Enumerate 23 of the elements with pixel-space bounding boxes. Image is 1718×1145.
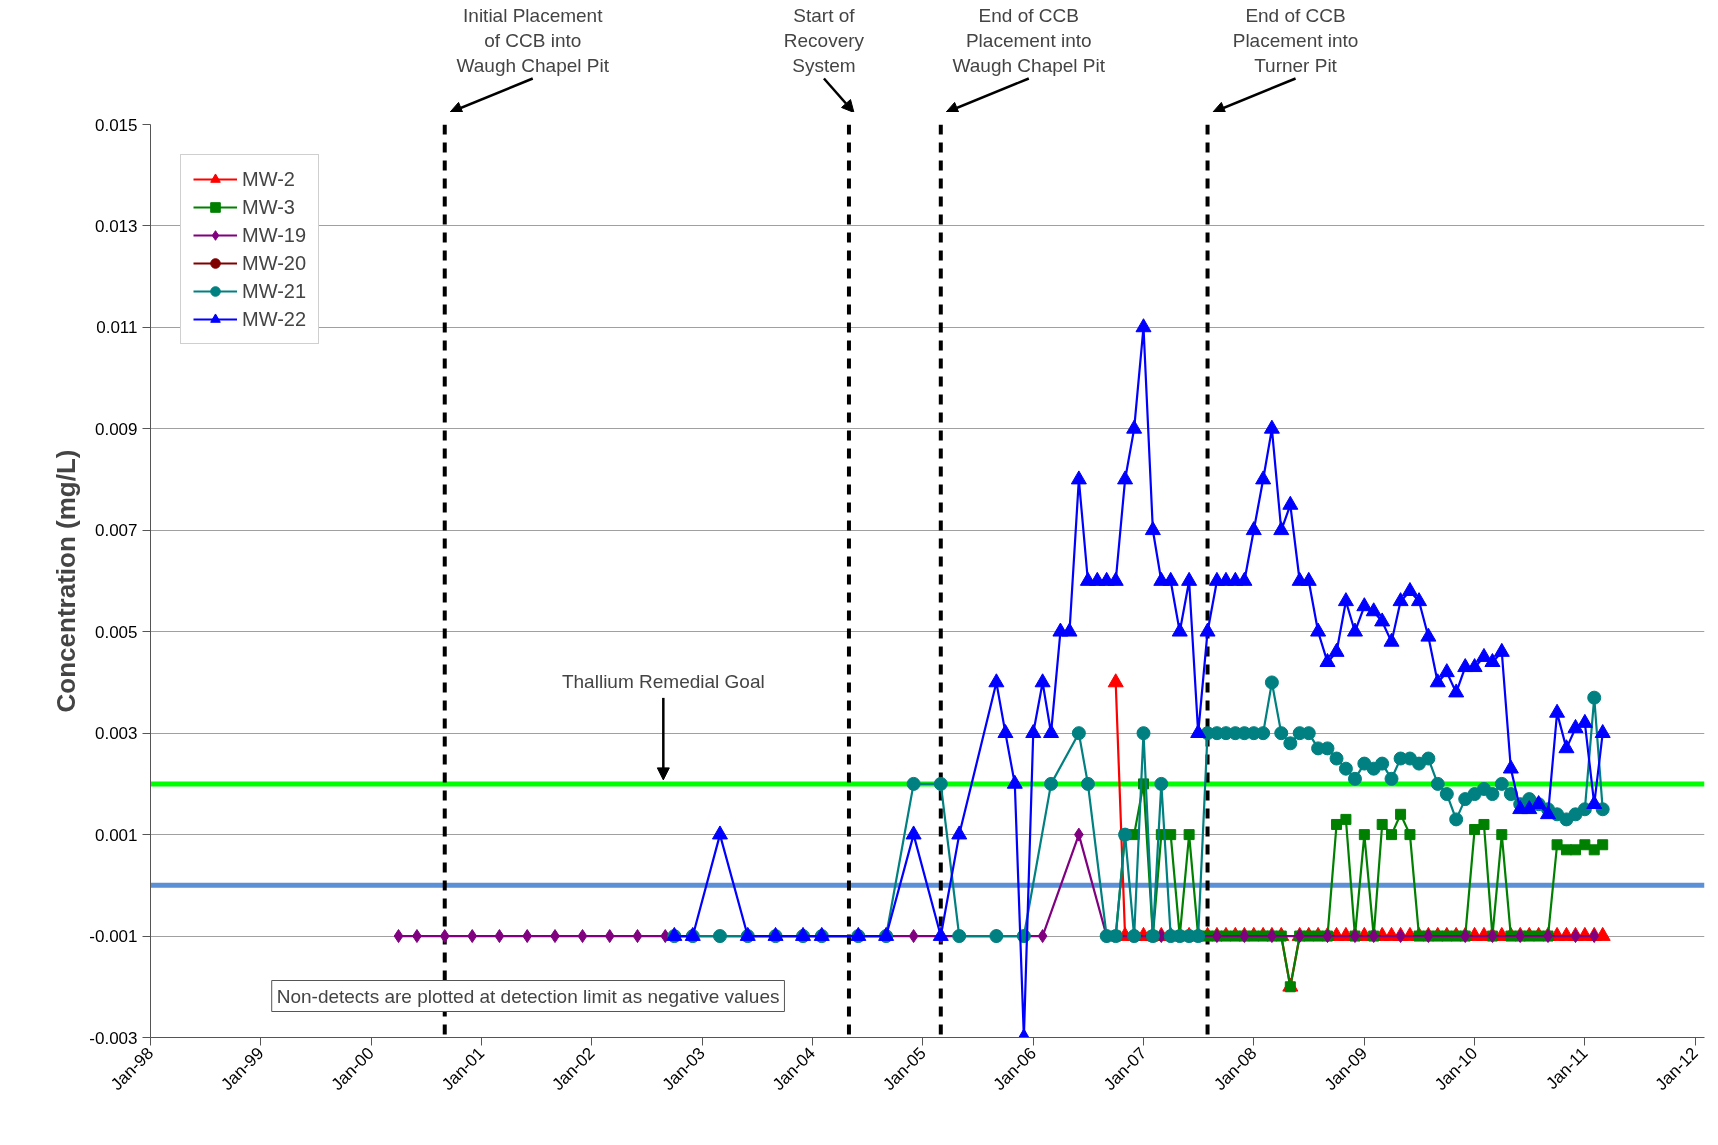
y-tick-label: 0.005 — [94, 622, 138, 642]
legend-label: MW-21 — [242, 279, 307, 303]
y-tick-label: 0.003 — [94, 724, 138, 744]
y-tick-label: 0.007 — [94, 521, 138, 541]
legend-label: MW-22 — [242, 307, 307, 331]
y-tick-label: 0.001 — [94, 825, 138, 845]
y-tick-label: 0.009 — [94, 419, 138, 439]
ref-line-label: End of CCB Placement into Turner Pit — [1232, 4, 1359, 76]
ref-line-label: Initial Placement of CCB into Waugh Chapel Pit — [456, 4, 610, 76]
y-tick-label: 0.015 — [94, 115, 138, 135]
legend-label: MW-19 — [242, 223, 307, 247]
ref-line-label: Thallium Remedial Goal — [561, 670, 765, 692]
legend-label: MW-2 — [242, 167, 295, 191]
legend-label: MW-20 — [242, 251, 307, 275]
y-tick-label: -0.003 — [89, 1028, 138, 1048]
ref-line-label: End of CCB Placement into Waugh Chapel Pit — [952, 4, 1106, 76]
annotation: Non-detects are plotted at detection limit as negative values — [276, 985, 780, 1007]
y-tick-label: 0.011 — [96, 318, 138, 338]
legend-label: MW-3 — [242, 195, 295, 219]
y-tick-label: -0.001 — [89, 927, 138, 947]
y-tick-label: 0.013 — [94, 216, 138, 236]
ref-line-label: Start of Recovery System — [783, 4, 865, 76]
y-axis-title: Concentration (mg/L) — [51, 449, 82, 713]
